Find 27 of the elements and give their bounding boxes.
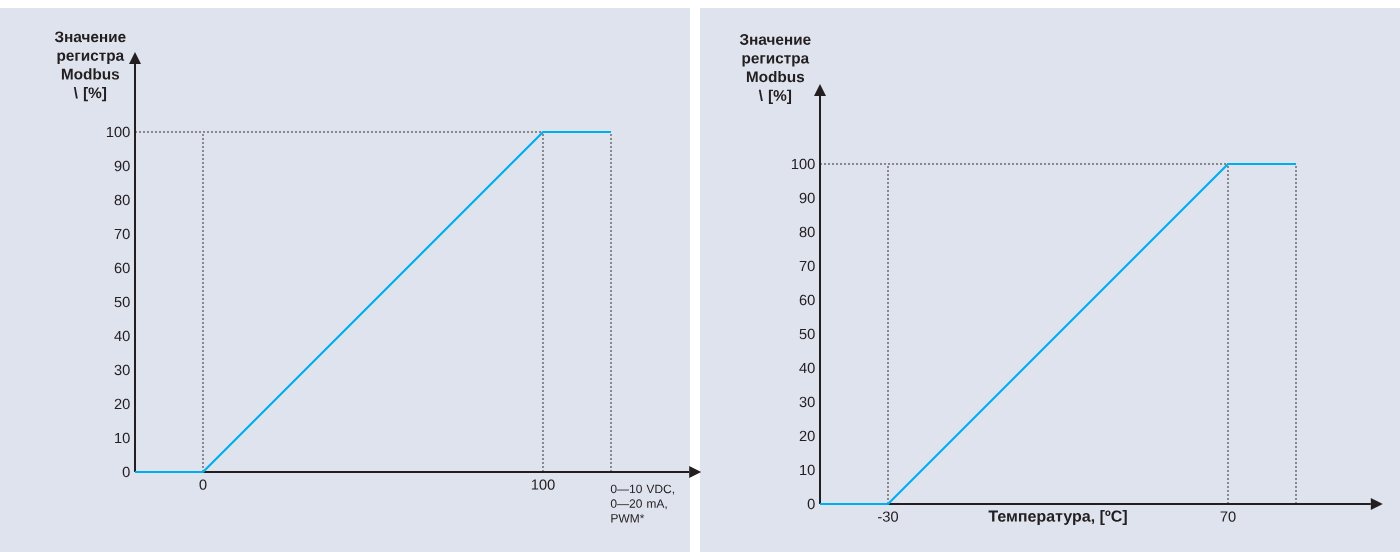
y-tick-label: 80 [114,194,130,206]
y-axis-title: Значение регистра Modbus \ [%] [54,31,126,102]
y-tick-label: 90 [114,160,130,172]
x-axis-title: 0—10 VDC, 0—20 mA, PWM* [610,484,674,523]
y-tick-label: 0 [122,466,130,478]
y-tick-label: 40 [799,362,815,374]
y-tick-label: 30 [114,364,130,376]
y-tick-label: 70 [799,260,815,272]
y-tick-label: 10 [800,464,815,476]
x-axis-title: Температура, [ºC] [988,510,1127,525]
y-tick-label: 50 [114,296,130,308]
y-tick-label: 80 [799,226,815,238]
y-tick-label: 40 [114,330,130,342]
y-tick-label: 70 [114,228,130,240]
y-tick-label: 20 [799,430,815,442]
y-tick-label: 50 [799,328,815,340]
y-tick-label: 100 [106,126,130,138]
y-tick-label: 30 [799,396,815,408]
y-tick-label: 100 [791,158,815,170]
y-tick-label: 20 [114,398,130,410]
y-axis-title: Значение регистра Modbus \ [%] [739,34,811,104]
y-tick-label: 60 [114,262,130,274]
y-tick-label: 0 [807,498,815,510]
y-tick-label: 60 [799,294,815,306]
y-tick-label: 90 [799,192,815,204]
y-tick-label: 10 [115,432,130,444]
x-tick-label: -30 [878,511,899,522]
